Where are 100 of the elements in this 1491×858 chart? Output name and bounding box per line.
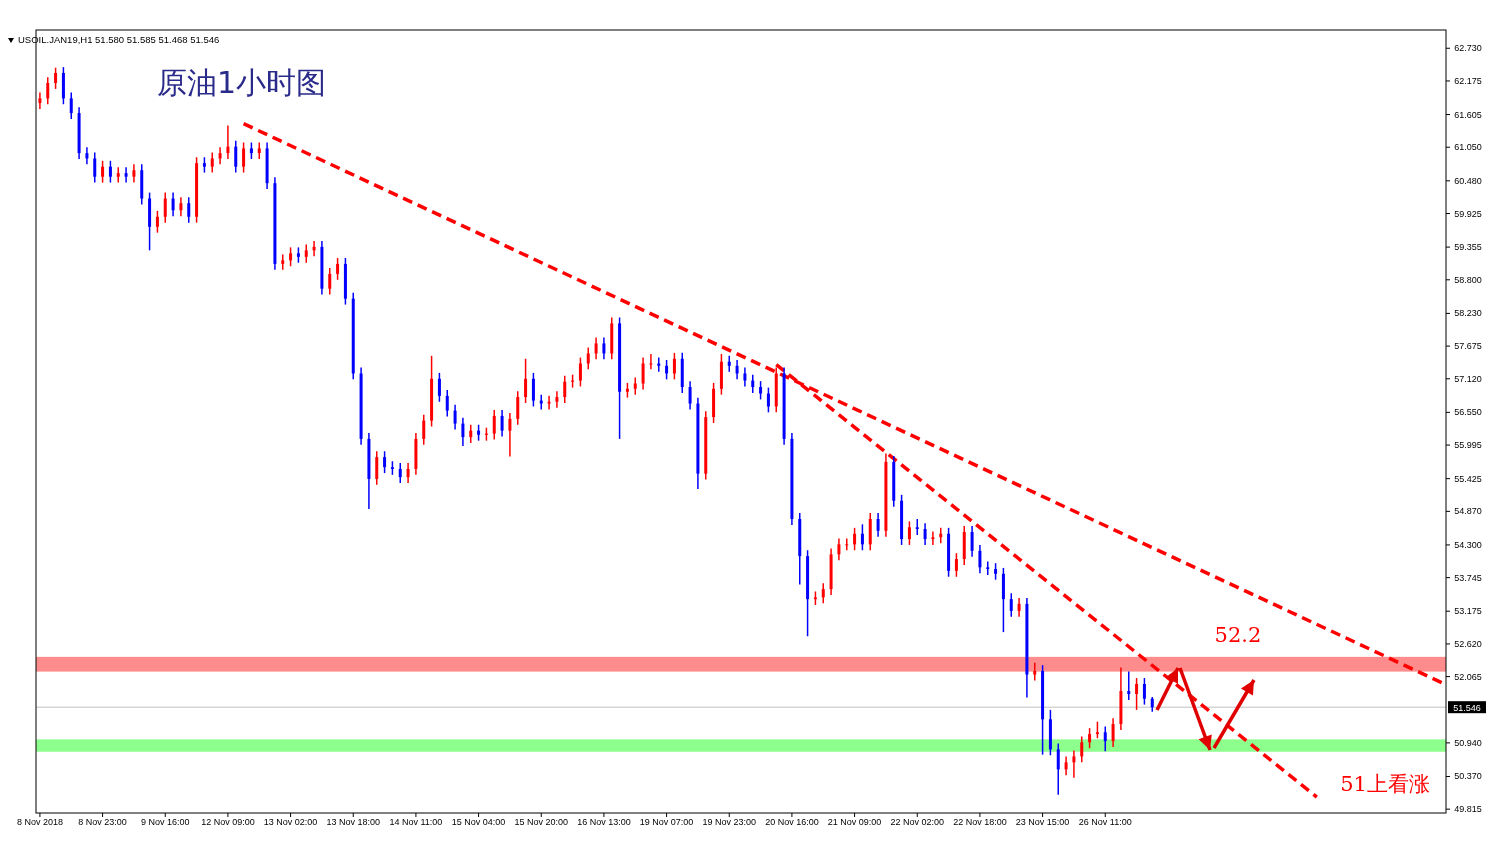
y-tick-label: 52.065 xyxy=(1454,671,1482,682)
candlestick xyxy=(954,552,958,578)
x-tick-label: 13 Nov 18:00 xyxy=(326,817,381,827)
candlestick xyxy=(641,356,645,391)
annotation: 51上看涨 xyxy=(1340,772,1430,796)
candlestick xyxy=(1033,662,1037,682)
candlestick xyxy=(54,66,58,90)
candlestick xyxy=(555,390,559,409)
candlestick xyxy=(821,582,825,605)
candlestick xyxy=(649,353,653,371)
candlestick xyxy=(210,151,214,174)
candlestick xyxy=(328,267,332,296)
candlestick xyxy=(163,191,167,224)
y-tick-label: 62.175 xyxy=(1454,75,1482,86)
x-tick-label: 19 Nov 07:00 xyxy=(639,817,694,827)
candlestick xyxy=(218,146,222,166)
candlestick xyxy=(563,375,567,404)
candlestick xyxy=(853,527,857,551)
candlestick xyxy=(735,359,739,381)
x-tick-label: 9 Nov 16:00 xyxy=(140,817,190,827)
candlestick xyxy=(594,336,598,361)
candlestick xyxy=(1064,755,1068,777)
y-tick-label: 58.800 xyxy=(1454,274,1482,285)
candlestick xyxy=(907,520,911,546)
candlestick xyxy=(688,380,692,411)
y-tick-label: 61.605 xyxy=(1454,109,1482,120)
x-tick-label: 22 Nov 02:00 xyxy=(890,817,945,827)
candlestick xyxy=(445,389,449,418)
x-tick-label: 16 Nov 13:00 xyxy=(577,817,631,827)
x-tick-label: 23 Nov 15:00 xyxy=(1015,817,1070,827)
candlestick xyxy=(743,366,747,388)
y-tick-label: 59.355 xyxy=(1454,242,1482,253)
candlestick xyxy=(171,191,175,217)
y-tick-label: 58.230 xyxy=(1454,308,1482,319)
candlestick xyxy=(46,76,50,105)
x-tick-label: 8 Nov 23:00 xyxy=(78,817,127,827)
candlestick xyxy=(1080,735,1084,764)
y-tick-label: 57.120 xyxy=(1454,373,1482,384)
y-tick-label: 57.675 xyxy=(1454,341,1482,352)
candlestick xyxy=(187,196,191,224)
candlestick xyxy=(1111,717,1115,748)
candlestick xyxy=(85,146,89,166)
candlestick xyxy=(101,160,105,184)
y-tick-label: 59.925 xyxy=(1454,208,1482,219)
x-tick-label: 20 Nov 16:00 xyxy=(765,817,819,827)
candlestick xyxy=(1127,670,1131,701)
candlestick xyxy=(93,151,97,184)
candlestick xyxy=(461,416,465,447)
candlestick xyxy=(398,462,402,484)
candlestick xyxy=(155,210,159,234)
y-tick-label: 55.995 xyxy=(1454,440,1482,451)
candlestick xyxy=(524,358,528,404)
candlestick xyxy=(281,253,285,271)
candlestick xyxy=(234,140,238,174)
x-tick-label: 14 Nov 11:00 xyxy=(389,817,443,827)
candlestick xyxy=(986,560,990,576)
candlestick xyxy=(453,403,457,431)
candlestick xyxy=(508,412,512,458)
candlestick xyxy=(1056,742,1060,796)
candlestick xyxy=(1103,725,1107,752)
candlestick xyxy=(531,372,535,408)
candlestick xyxy=(845,537,849,551)
candlestick xyxy=(657,356,661,373)
candlestick xyxy=(665,359,669,381)
candlestick xyxy=(422,413,426,446)
y-tick-label: 60.480 xyxy=(1454,175,1482,186)
annotation: 52.2 xyxy=(1214,623,1262,647)
candlestick xyxy=(38,91,42,110)
candlestick xyxy=(602,336,606,361)
candlestick xyxy=(304,243,308,264)
candlestick xyxy=(931,530,935,546)
candlestick xyxy=(970,525,974,558)
x-tick-label: 15 Nov 20:00 xyxy=(514,817,569,827)
candlestick xyxy=(860,523,864,551)
x-tick-label: 12 Nov 09:00 xyxy=(201,817,255,827)
candlestick xyxy=(1135,677,1139,711)
candlestick xyxy=(672,352,676,381)
candlestick xyxy=(406,462,410,484)
candlestick xyxy=(547,395,551,411)
candlestick xyxy=(108,160,112,184)
candlestick xyxy=(1072,749,1076,779)
y-tick-label: 50.940 xyxy=(1454,737,1482,748)
candlestick xyxy=(500,409,504,438)
candlestick xyxy=(179,196,183,217)
candlestick xyxy=(578,356,582,388)
chart-subtitle: USOIL.JAN19,H1 51.580 51.585 51.468 51.546 xyxy=(18,34,220,45)
text: 原油1小时图 xyxy=(157,65,327,100)
y-tick-label: 53.175 xyxy=(1454,606,1482,617)
candlestick xyxy=(1088,727,1092,749)
candlestick xyxy=(469,423,473,444)
candlestick xyxy=(375,450,379,486)
x-tick-label: 26 Nov 11:00 xyxy=(1078,817,1132,827)
candlestick xyxy=(923,522,927,546)
x-tick-label: 19 Nov 23:00 xyxy=(702,817,757,827)
y-tick-label: 54.870 xyxy=(1454,506,1482,517)
candlestick xyxy=(437,372,441,403)
x-tick-label: 22 Nov 18:00 xyxy=(953,817,1007,827)
candlestick xyxy=(1009,592,1013,618)
candlestick xyxy=(124,166,128,184)
candlestick xyxy=(383,450,387,474)
